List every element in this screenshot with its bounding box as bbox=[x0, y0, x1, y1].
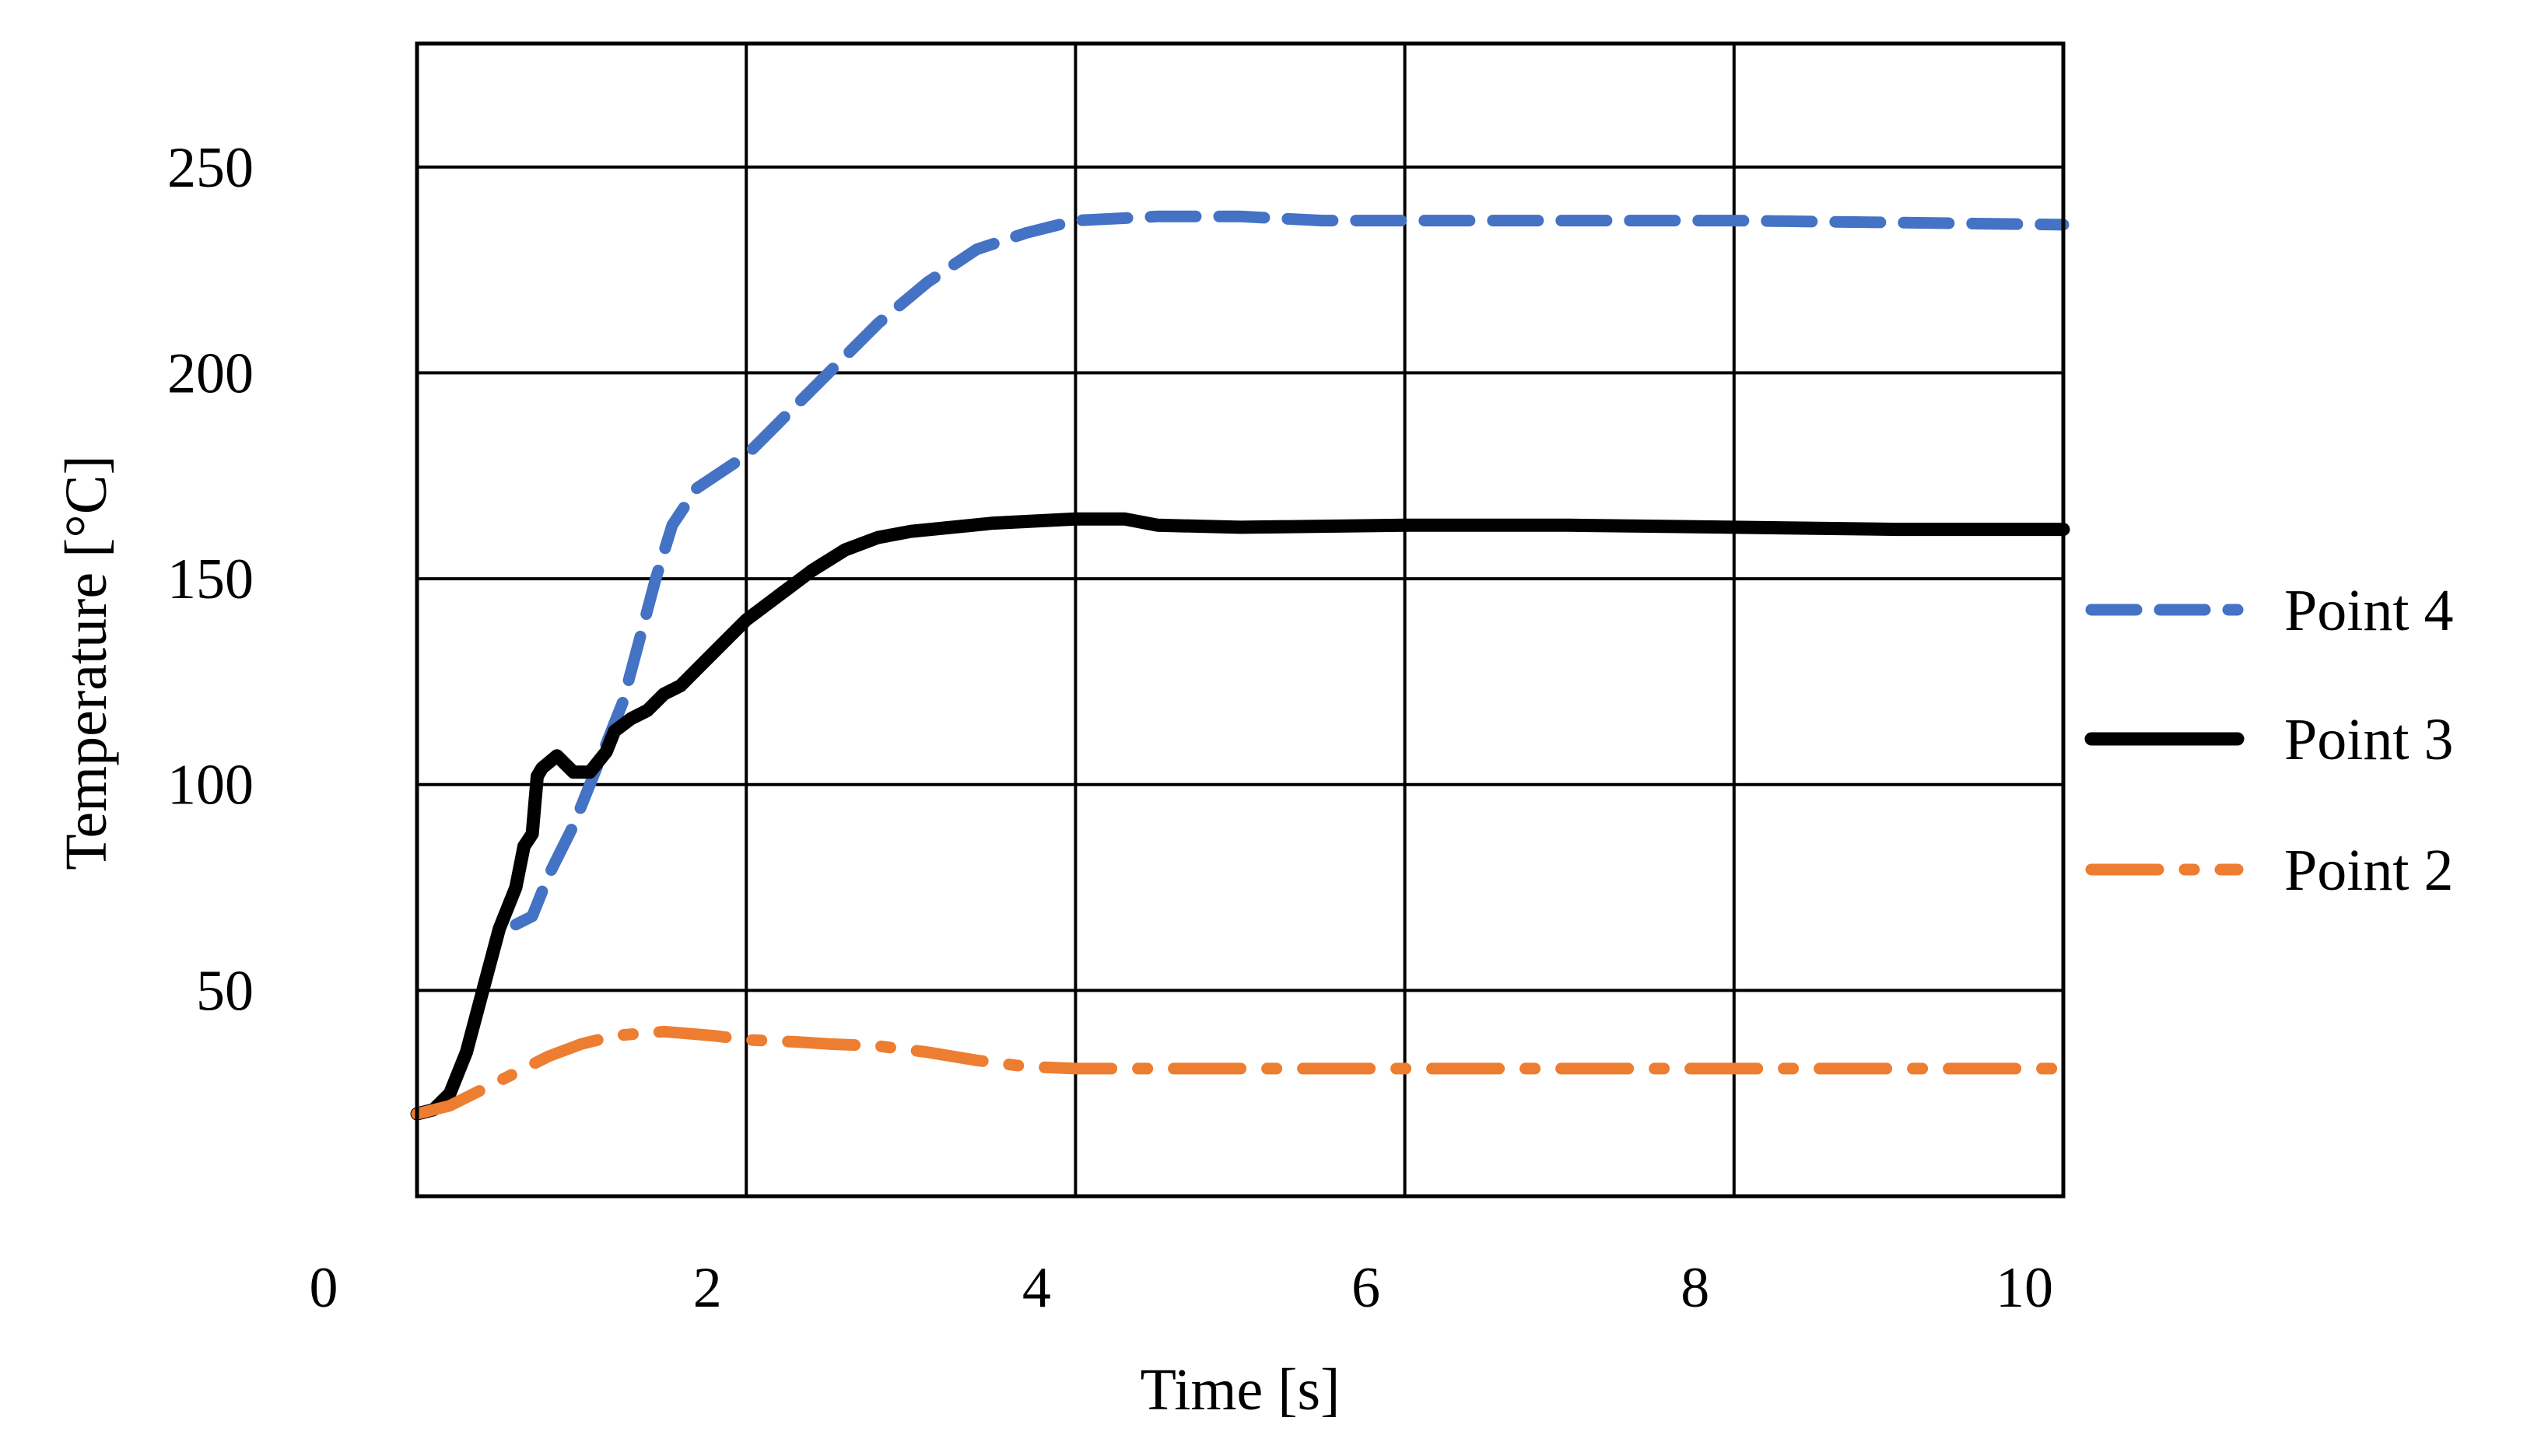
legend: Point 4 Point 3 Point 2 bbox=[2084, 578, 2454, 903]
x-tick-label: 2 bbox=[693, 1256, 722, 1320]
y-tick-label: 250 bbox=[167, 136, 254, 200]
x-axis-tick-labels: 0 2 4 6 8 10 bbox=[310, 1256, 2054, 1320]
plot-area-frame bbox=[415, 41, 2066, 1199]
series-line-point-4 bbox=[510, 210, 2070, 931]
y-tick-label: 150 bbox=[167, 548, 254, 611]
legend-label: Point 4 bbox=[2284, 578, 2454, 643]
y-tick-label: 200 bbox=[167, 341, 254, 405]
y-tick-label: 100 bbox=[167, 754, 254, 817]
x-tick-label: 0 bbox=[310, 1256, 338, 1320]
x-tick-label: 4 bbox=[1022, 1256, 1051, 1320]
legend-label: Point 2 bbox=[2284, 838, 2454, 903]
y-axis-title: Temperature [°C] bbox=[54, 455, 119, 870]
x-axis-title: Time [s] bbox=[1141, 1357, 1341, 1423]
legend-label: Point 3 bbox=[2284, 707, 2454, 772]
series-line-point-2 bbox=[411, 1025, 2070, 1120]
series-line-point-3 bbox=[410, 512, 2070, 1121]
grid-lines bbox=[417, 44, 2063, 1196]
x-tick-label: 10 bbox=[1996, 1256, 2053, 1320]
x-tick-label: 8 bbox=[1681, 1256, 1709, 1320]
x-tick-label: 6 bbox=[1351, 1256, 1380, 1320]
y-axis-tick-labels: 50 100 150 200 250 bbox=[167, 136, 254, 1024]
plot-series bbox=[410, 210, 2070, 1121]
y-tick-label: 50 bbox=[196, 959, 254, 1023]
